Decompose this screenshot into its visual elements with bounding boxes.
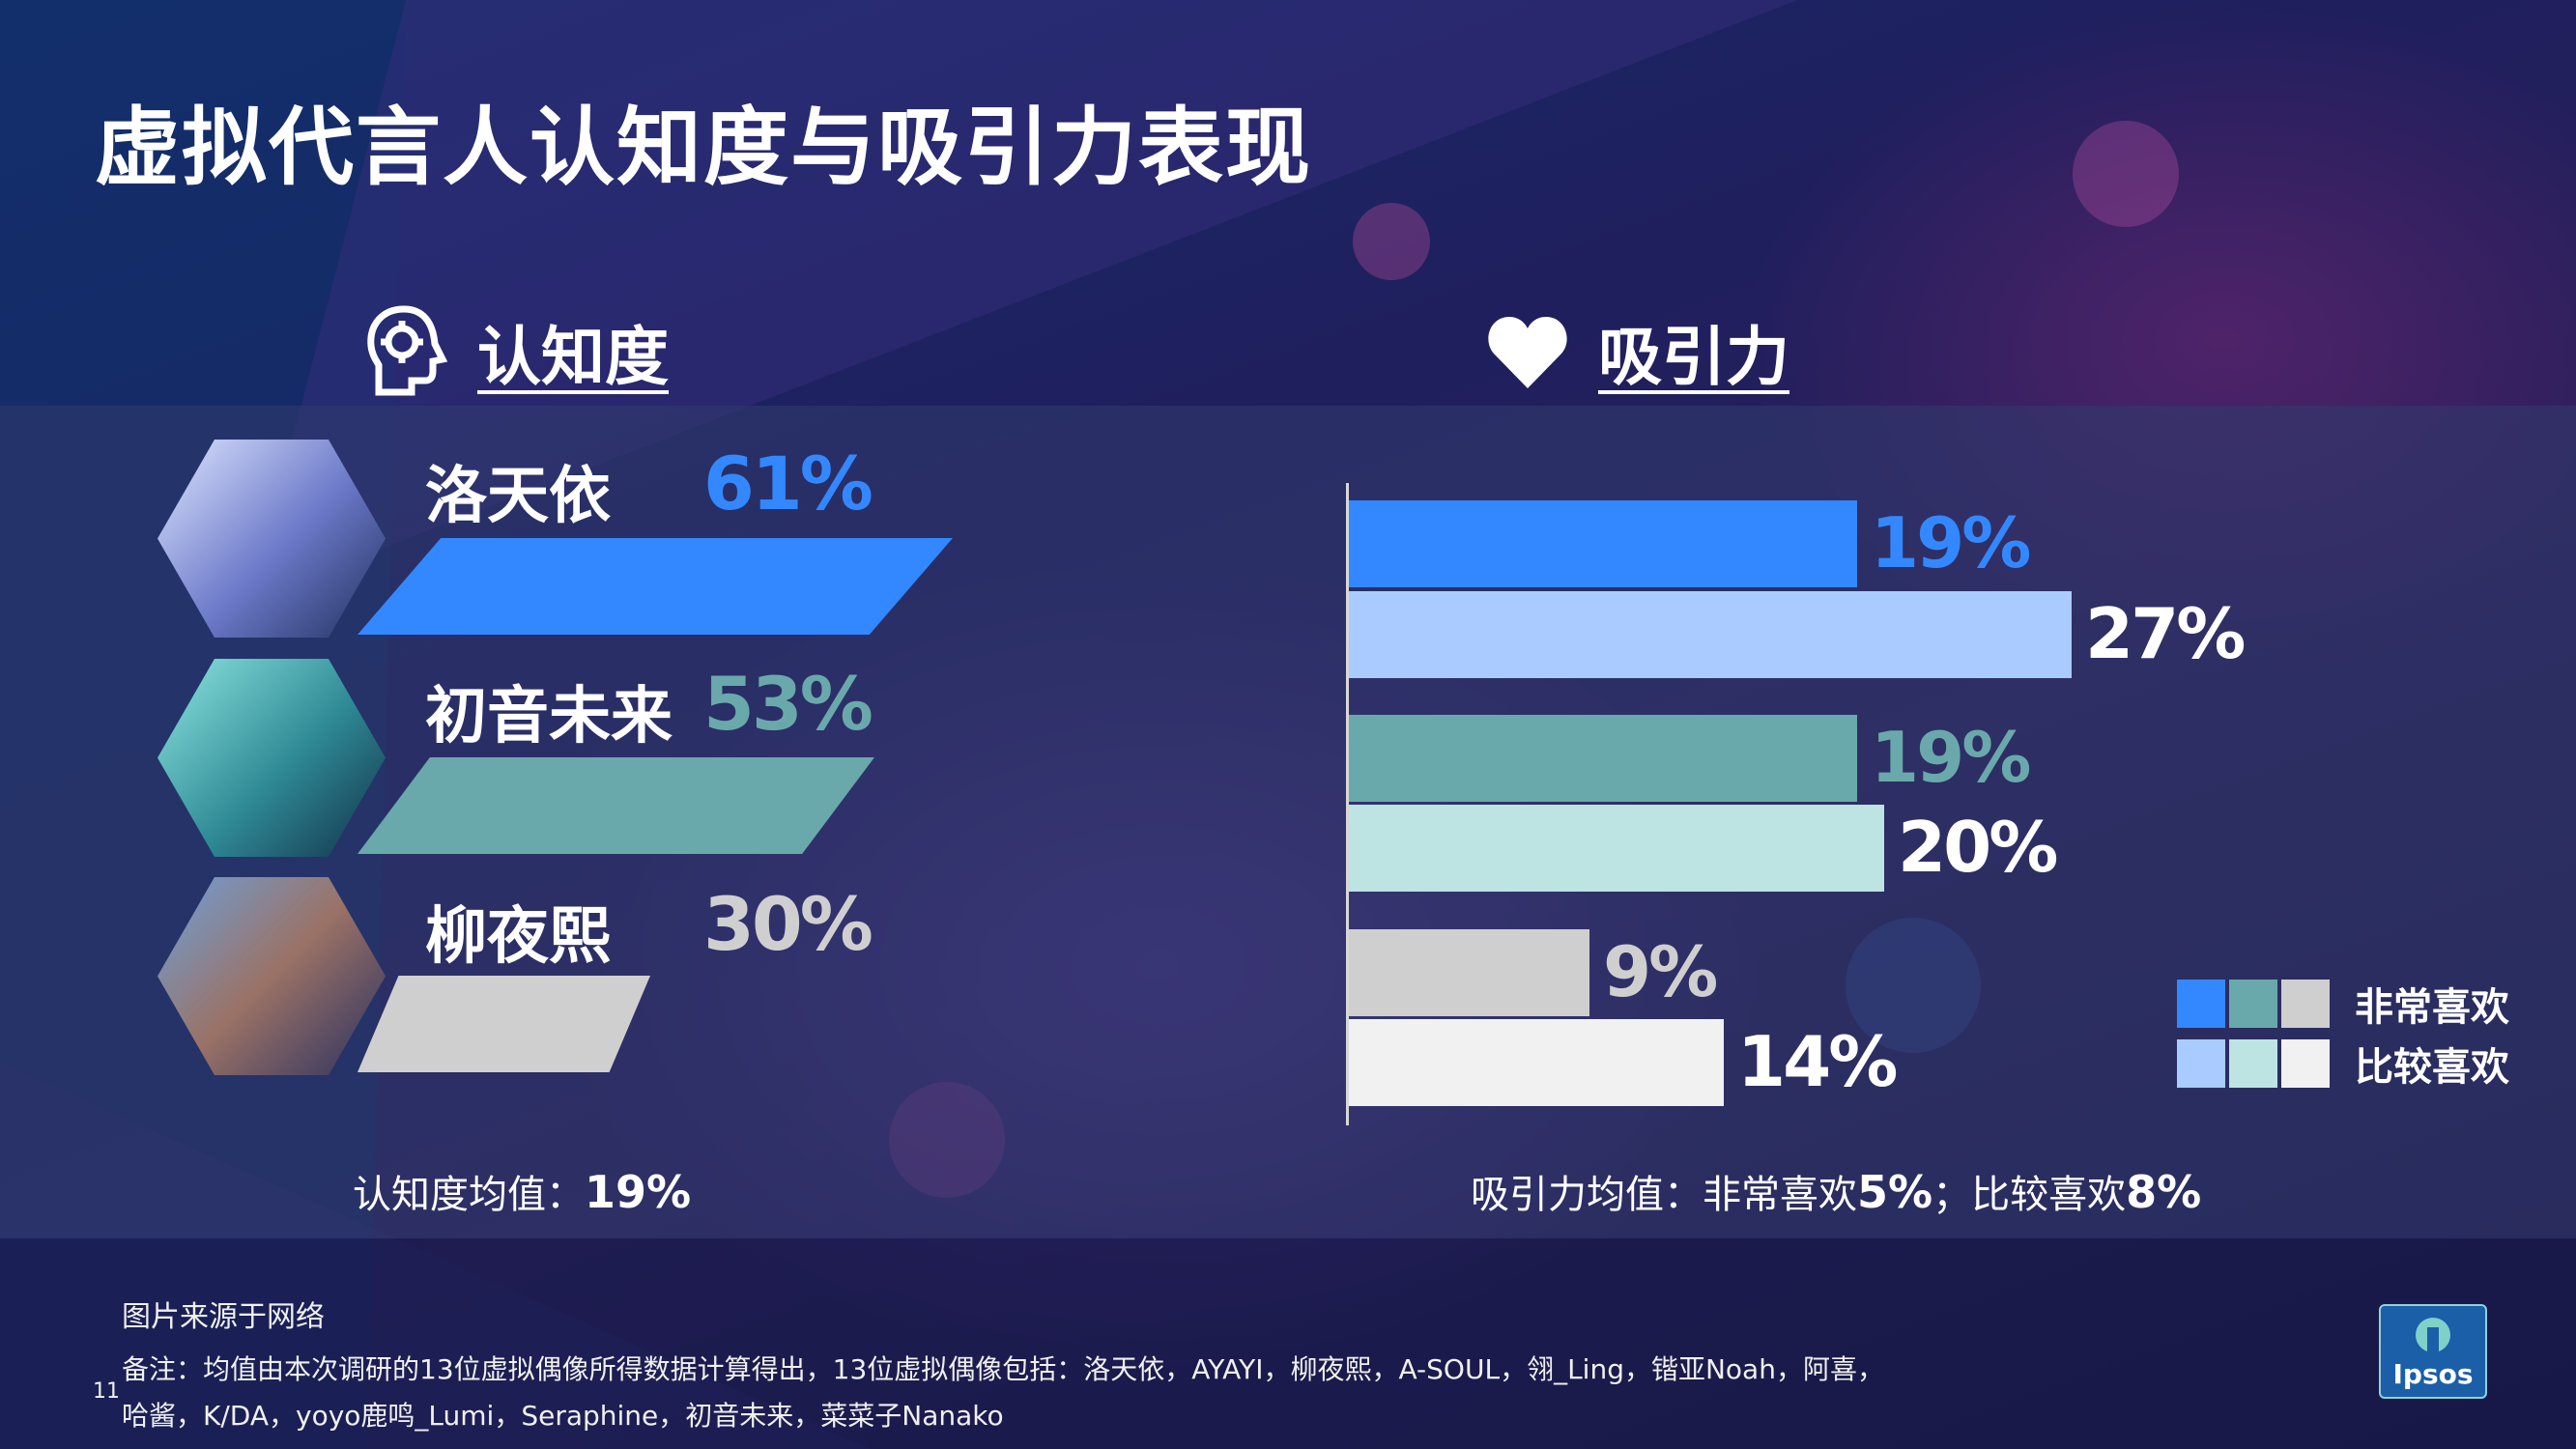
attraction-average-quite: 8% bbox=[2126, 1166, 2202, 1218]
attraction-value-luotianyi-very: 19% bbox=[1871, 502, 2031, 583]
awareness-average-value: 19% bbox=[585, 1166, 692, 1218]
page-title: 虚拟代言人认知度与吸引力表现 bbox=[95, 98, 1313, 197]
attraction-value-liuyexi-quite: 14% bbox=[1737, 1021, 1898, 1102]
awareness-average: 认知度均值：19% bbox=[353, 1163, 691, 1219]
awareness-bar-2 bbox=[358, 757, 874, 854]
awareness-value-3: 30% bbox=[703, 881, 873, 967]
attraction-value-miku-quite: 20% bbox=[1898, 807, 2058, 888]
awareness-bar-3 bbox=[358, 976, 650, 1072]
remark-line-1: 备注：均值由本次调研的13位虚拟偶像所得数据计算得出，13位虚拟偶像包括：洛天依… bbox=[122, 1353, 1884, 1385]
ipsos-logo-mark bbox=[2416, 1318, 2450, 1352]
attraction-average-sep: ；比较喜欢 bbox=[1932, 1173, 2127, 1217]
attraction-bar-miku-quite bbox=[1349, 805, 1884, 892]
attraction-header: 吸引力 bbox=[1486, 305, 1789, 398]
legend-swatch-gray bbox=[2281, 980, 2330, 1028]
attraction-value-luotianyi-quite: 27% bbox=[2085, 593, 2246, 674]
attraction-average: 吸引力均值：非常喜欢5%；比较喜欢8% bbox=[1471, 1163, 2201, 1219]
attraction-value-liuyexi-very: 9% bbox=[1603, 931, 1718, 1012]
avatar-hatsune-miku bbox=[157, 659, 386, 857]
attraction-bar-liuyexi-very bbox=[1349, 929, 1589, 1016]
awareness-heading: 认知度 bbox=[477, 320, 669, 394]
attraction-bar-luotianyi-quite bbox=[1349, 591, 2072, 678]
heart-icon bbox=[1488, 317, 1567, 388]
awareness-value-1: 61% bbox=[703, 440, 873, 526]
ipsos-logo: Ipsos bbox=[2379, 1304, 2487, 1399]
legend-label-quite: 比较喜欢 bbox=[2355, 1045, 2509, 1090]
ipsos-logo-text: Ipsos bbox=[2392, 1358, 2474, 1390]
page-number: 11 bbox=[93, 1379, 120, 1404]
legend-swatch-white bbox=[2281, 1039, 2330, 1088]
attraction-average-label: 吸引力均值：非常喜欢 bbox=[1471, 1173, 1857, 1217]
attraction-bar-miku-very bbox=[1349, 715, 1857, 802]
attraction-value-miku-very: 19% bbox=[1871, 717, 2031, 798]
legend-swatch-blue bbox=[2177, 980, 2225, 1028]
legend-label-very: 非常喜欢 bbox=[2355, 985, 2509, 1030]
awareness-name-3: 柳夜熙 bbox=[425, 901, 611, 973]
attraction-average-very: 5% bbox=[1857, 1166, 1933, 1218]
awareness-name-1: 洛天依 bbox=[425, 461, 611, 532]
image-source-note: 图片来源于网络 bbox=[122, 1300, 325, 1334]
attraction-heading: 吸引力 bbox=[1598, 320, 1789, 394]
awareness-header: 认知度 bbox=[365, 305, 669, 398]
attraction-bar-liuyexi-quite bbox=[1349, 1019, 1724, 1106]
legend-very-like: 非常喜欢 bbox=[2177, 976, 2509, 1032]
head-gear-icon bbox=[367, 305, 448, 396]
awareness-value-2: 53% bbox=[703, 661, 873, 747]
awareness-bar-1 bbox=[358, 538, 953, 635]
legend-swatch-teal bbox=[2229, 980, 2277, 1028]
legend-swatch-light-teal bbox=[2229, 1039, 2277, 1088]
legend-quite-like: 比较喜欢 bbox=[2177, 1036, 2509, 1092]
attraction-bar-luotianyi-very bbox=[1349, 500, 1857, 587]
awareness-name-2: 初音未来 bbox=[425, 681, 673, 753]
remark-line-2: 哈酱，K/DA，yoyo鹿鸣_Lumi，Seraphine，初音未来，菜菜子Na… bbox=[122, 1400, 1004, 1432]
attraction-axis bbox=[1346, 483, 1349, 1125]
legend-swatch-light-blue bbox=[2177, 1039, 2225, 1088]
awareness-average-label: 认知度均值： bbox=[353, 1173, 585, 1217]
